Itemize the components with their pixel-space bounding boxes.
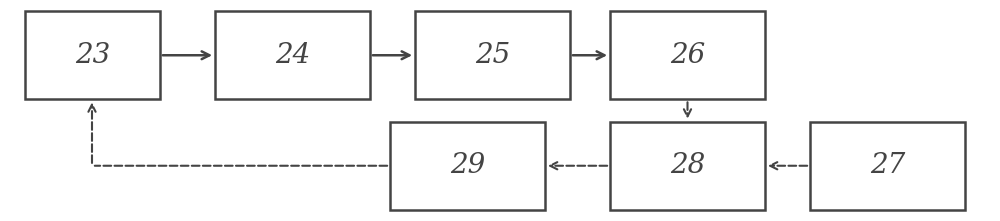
FancyBboxPatch shape: [215, 11, 370, 99]
FancyBboxPatch shape: [415, 11, 570, 99]
Text: 23: 23: [75, 42, 110, 69]
FancyBboxPatch shape: [810, 122, 965, 210]
FancyBboxPatch shape: [25, 11, 160, 99]
Text: 24: 24: [275, 42, 310, 69]
FancyBboxPatch shape: [610, 11, 765, 99]
FancyBboxPatch shape: [390, 122, 545, 210]
Text: 27: 27: [870, 152, 905, 179]
FancyBboxPatch shape: [610, 122, 765, 210]
Text: 29: 29: [450, 152, 485, 179]
Text: 25: 25: [475, 42, 510, 69]
Text: 28: 28: [670, 152, 705, 179]
Text: 26: 26: [670, 42, 705, 69]
